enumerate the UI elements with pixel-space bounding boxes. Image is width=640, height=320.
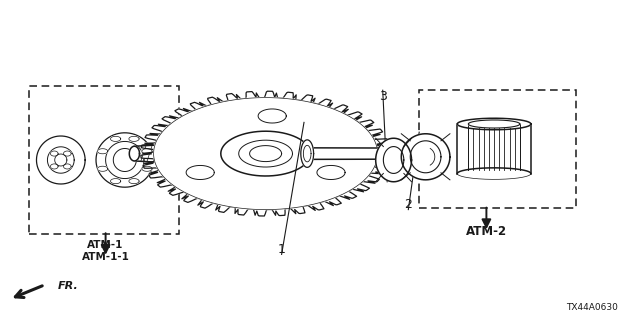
Polygon shape (186, 165, 214, 180)
Polygon shape (239, 140, 292, 167)
Polygon shape (142, 166, 152, 171)
Polygon shape (51, 164, 58, 169)
Polygon shape (221, 131, 310, 176)
Polygon shape (142, 149, 152, 154)
Polygon shape (51, 151, 58, 156)
Polygon shape (63, 151, 71, 156)
Polygon shape (310, 148, 381, 159)
Polygon shape (97, 149, 108, 154)
Bar (419, 90, 576, 208)
Polygon shape (458, 124, 531, 173)
Polygon shape (250, 146, 282, 162)
Polygon shape (129, 179, 139, 184)
Text: ATM-1-1: ATM-1-1 (82, 252, 129, 262)
Polygon shape (111, 179, 121, 184)
Polygon shape (301, 140, 314, 167)
Text: ATM-1: ATM-1 (88, 240, 124, 250)
Polygon shape (458, 118, 531, 130)
Polygon shape (113, 148, 136, 172)
Polygon shape (96, 133, 154, 187)
Text: FR.: FR. (58, 281, 78, 292)
Polygon shape (63, 164, 71, 169)
Polygon shape (377, 149, 385, 158)
Polygon shape (401, 134, 450, 180)
Polygon shape (141, 91, 390, 216)
Text: 2: 2 (404, 198, 412, 211)
Polygon shape (129, 146, 140, 161)
Polygon shape (258, 109, 286, 123)
Polygon shape (111, 136, 121, 141)
Polygon shape (154, 98, 378, 210)
Polygon shape (129, 136, 139, 141)
Text: 3: 3 (379, 90, 387, 102)
Polygon shape (376, 138, 412, 182)
Polygon shape (97, 166, 108, 171)
Polygon shape (36, 136, 85, 184)
Polygon shape (55, 154, 67, 166)
Polygon shape (468, 120, 520, 128)
Polygon shape (134, 141, 224, 166)
Text: ATM-2: ATM-2 (466, 225, 507, 238)
Bar (29, 86, 179, 234)
Text: TX44A0630: TX44A0630 (566, 303, 618, 312)
Text: 1: 1 (278, 243, 285, 256)
Polygon shape (317, 165, 345, 180)
